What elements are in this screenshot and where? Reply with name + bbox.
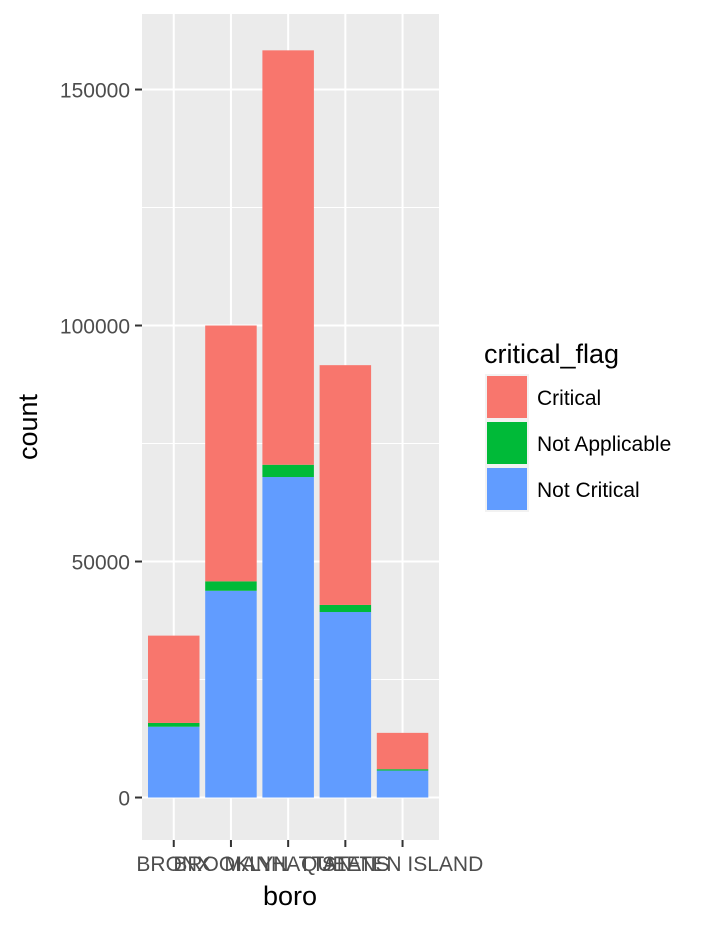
legend-entry-label: Not Critical <box>537 479 640 502</box>
bar-segment <box>376 770 429 798</box>
x-tick-label: BROOKLYN <box>173 853 288 876</box>
bar-segment <box>148 635 200 723</box>
bar-segment <box>262 464 314 478</box>
bar-segment <box>205 581 257 591</box>
y-tick-label: 100000 <box>60 316 130 339</box>
legend-entry-label: Critical <box>537 387 601 410</box>
legend-key-swatch <box>487 376 527 418</box>
x-tick-label: STATEN ISLAND <box>322 853 483 876</box>
bars <box>148 50 429 798</box>
bar-segment <box>319 604 372 613</box>
legend-title: critical_flag <box>484 339 619 369</box>
bar-segment <box>148 726 200 798</box>
x-tick-label: QUEENS <box>301 853 390 876</box>
bar-segment <box>205 590 257 798</box>
legend-entry-label: Not Applicable <box>537 433 671 456</box>
bar-segment <box>262 477 314 798</box>
bar-segment <box>262 50 314 465</box>
x-tick-label: MANHATTAN <box>224 853 352 876</box>
bar-segment <box>205 325 257 582</box>
bar-segment <box>319 612 372 798</box>
bar-segment <box>376 769 429 771</box>
y-tick-label: 50000 <box>72 552 130 575</box>
legend-key-swatch <box>487 468 527 510</box>
legend-keys: Critical Not Applicable Not Critical <box>485 374 671 512</box>
y-axis: 0 50000 100000 150000 <box>60 80 142 811</box>
legend-key-swatch <box>487 422 527 464</box>
x-axis-title: boro <box>263 881 317 911</box>
y-tick-label: 0 <box>118 788 130 811</box>
y-tick-label: 150000 <box>60 80 130 103</box>
bar-segment <box>376 732 429 770</box>
bar-segment <box>319 365 372 605</box>
legend: critical_flag Critical Not Applicable Not … <box>484 339 671 512</box>
x-tick-label: BRONX <box>136 853 211 876</box>
bar-segment <box>148 722 200 727</box>
y-axis-title: count <box>13 393 43 460</box>
